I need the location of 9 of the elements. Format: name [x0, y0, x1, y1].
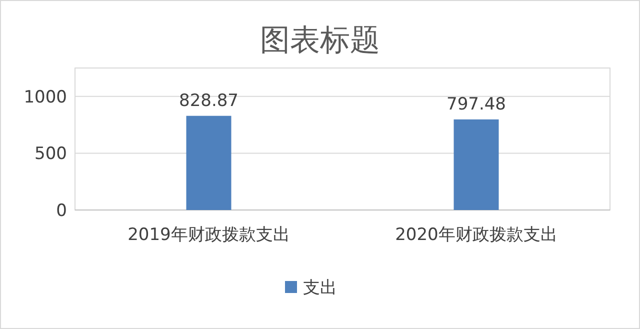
- x-tick-label: 2019年财政拨款支出: [128, 225, 290, 245]
- data-label: 828.87: [179, 90, 238, 111]
- y-tick-label: 0: [56, 200, 67, 221]
- legend-label: 支出: [303, 278, 337, 298]
- x-tick-label: 2020年财政拨款支出: [395, 225, 558, 245]
- y-tick-label: 500: [34, 144, 67, 164]
- chart-title: 图表标题: [260, 23, 380, 58]
- data-label: 797.48: [446, 94, 506, 114]
- y-tick-label: 1000: [24, 87, 67, 108]
